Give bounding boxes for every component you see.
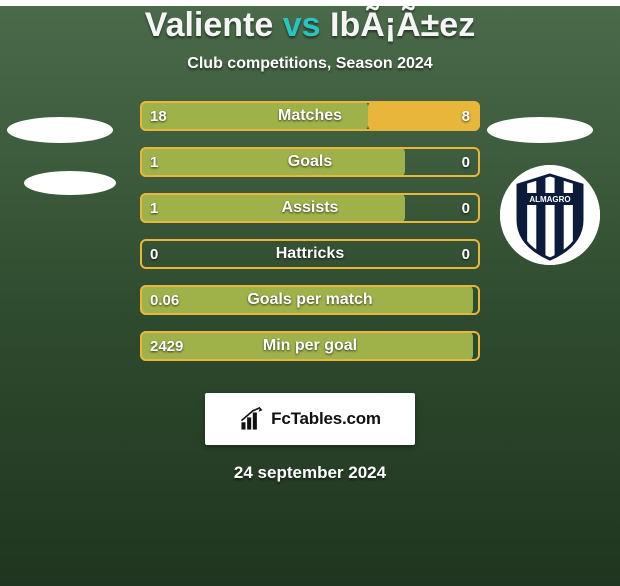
right-team-ellipse [487,117,593,143]
content: Valiente vs IbÃ¡Ã±ez Club competitions, … [0,6,620,483]
stat-label: Matches [140,101,480,131]
svg-text:ALMAGRO: ALMAGRO [529,195,570,204]
left-team-ellipse-1 [7,117,113,143]
stat-row: 0.06Goals per match [140,285,480,315]
date-label: 24 september 2024 [0,463,620,483]
stat-row: 188Matches [140,101,480,131]
stat-row: 10Goals [140,147,480,177]
stat-label: Hattricks [140,239,480,269]
stat-row: 00Hattricks [140,239,480,269]
stat-label: Goals [140,147,480,177]
brand-logo-icon [239,406,265,432]
shield-icon: ALMAGRO [500,165,600,265]
subtitle: Club competitions, Season 2024 [0,55,620,73]
title-left: Valiente [145,6,274,44]
stats-bars: 188Matches 10Goals 10Assists 00Hattricks 0.0… [140,101,480,377]
title-vs: vs [273,6,330,44]
stage: ALMAGRO 188Matches 10Goals 10Assists 00Hatt… [0,101,620,381]
right-team-badge: ALMAGRO [500,165,600,265]
title-right: IbÃ¡Ã±ez [330,6,475,44]
left-team-ellipse-2 [24,171,116,195]
stat-label: Min per goal [140,331,480,361]
stat-row: 10Assists [140,193,480,223]
brand-badge: FcTables.com [205,393,415,445]
stat-row: 2429Min per goal [140,331,480,361]
brand-text: FcTables.com [271,409,381,429]
page-title: Valiente vs IbÃ¡Ã±ez [0,6,620,45]
stat-label: Assists [140,193,480,223]
stat-label: Goals per match [140,285,480,315]
